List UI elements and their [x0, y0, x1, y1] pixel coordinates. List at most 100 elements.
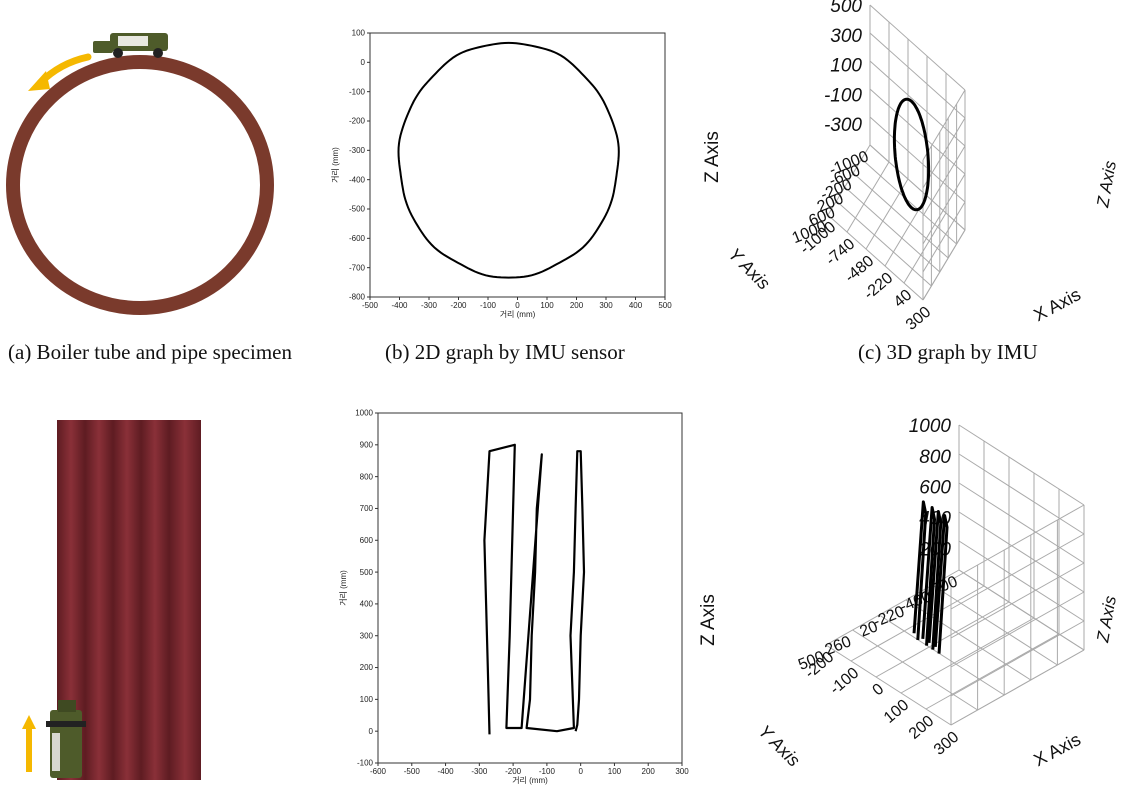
- trajectory-line: [933, 513, 949, 654]
- x-tick-label: 400: [629, 301, 643, 310]
- z-tick-label: 100: [830, 56, 862, 77]
- x-tick-label: 100: [881, 697, 912, 727]
- trajectory-line: [912, 500, 928, 641]
- floor-grid-line: [836, 200, 932, 287]
- side-wall-grid-line: [950, 562, 1085, 639]
- y-tick-label: 800: [360, 472, 374, 481]
- side-wall-grid-line: [950, 504, 1085, 581]
- y-axis-label: 거리 (mm): [339, 570, 348, 606]
- z-axis-label: Z Axis: [698, 594, 719, 646]
- caption-a: (a) Boiler tube and pipe specimen: [8, 340, 292, 364]
- inspection-robot-icon: [93, 33, 168, 58]
- floor-grid-line: [905, 599, 1032, 681]
- back-wall-grid-line: [869, 4, 966, 91]
- y-tick-label: 400: [360, 600, 374, 609]
- x-tick-label: 200: [906, 713, 937, 743]
- x-tick-label: -200: [505, 767, 522, 776]
- y-tick-label: 100: [360, 695, 374, 704]
- x-axis-label: 거리 (mm): [500, 310, 536, 319]
- tube-ring: [6, 55, 274, 315]
- x-tick-label: 100: [540, 301, 554, 310]
- floor-grid-line: [852, 629, 978, 711]
- floor-grid-line: [827, 214, 924, 301]
- z-tick-label: 1000: [909, 416, 952, 437]
- z-tick-label: -100: [824, 85, 862, 106]
- y-tick-label: -100: [349, 87, 366, 96]
- x-tick-label: -600: [370, 767, 387, 776]
- y-tick-label: 900: [360, 440, 374, 449]
- y-tick-label: 700: [360, 504, 374, 513]
- y-tick-label: -100: [357, 759, 374, 768]
- x-tick-label: -100: [480, 301, 497, 310]
- z-tick-label: 500: [830, 0, 862, 17]
- x-tick-label: -100: [827, 665, 863, 699]
- back-wall-grid-line: [869, 116, 966, 203]
- upward-arrow-icon: [22, 715, 36, 772]
- x-tick-label: 300: [931, 729, 962, 759]
- floor-grid-line: [846, 161, 890, 233]
- z-tick-label: 300: [830, 26, 862, 47]
- y-tick-label: 0: [361, 58, 366, 67]
- x-tick-label: -500: [362, 301, 379, 310]
- side-wall-grid-line: [922, 173, 966, 245]
- floor-grid-line: [852, 172, 949, 259]
- wall-tubes-illustration: [0, 415, 210, 785]
- floor-grid-line: [869, 144, 966, 231]
- y-axis-label: Y Axis: [754, 721, 804, 771]
- floor-grid-line: [932, 584, 1058, 666]
- x-tick-label: 0: [870, 681, 888, 700]
- side-wall-grid-line: [950, 591, 1085, 668]
- floor-grid-line: [861, 158, 957, 245]
- x-tick-label: -200: [450, 301, 467, 310]
- side-wall-grid-line: [922, 89, 966, 161]
- back-wall-grid-line: [958, 424, 1085, 506]
- side-wall-grid-line: [950, 620, 1085, 697]
- back-wall-grid-line: [869, 88, 966, 175]
- x-axis-label: X Axis: [1030, 284, 1084, 325]
- y-tick-label: 300: [360, 631, 374, 640]
- z-tick-label: 800: [919, 447, 951, 468]
- y-tick-label: 200: [360, 663, 374, 672]
- floor-grid-line: [875, 601, 1010, 678]
- caption-b: (b) 2D graph by IMU sensor: [385, 340, 625, 364]
- z-axis-label-right: Z Axis: [1093, 159, 1120, 210]
- side-wall-grid-line: [922, 117, 966, 189]
- x-tick-label: 100: [608, 767, 622, 776]
- x-tick-label: 200: [570, 301, 584, 310]
- x-tick-label: -100: [539, 767, 556, 776]
- back-wall-grid-line: [958, 540, 1085, 622]
- chart-top-2d: -500 -400 -300 -200 -100 0 100 200 300 400 500 100 0…: [320, 25, 680, 335]
- y-tick-label: -400: [349, 175, 366, 184]
- y-tick-label: 1000: [355, 409, 373, 418]
- y-tick-label: 20: [858, 618, 881, 640]
- trajectory-line: [483, 443, 586, 735]
- z-tick-label: -300: [824, 115, 862, 136]
- y-tick-label: -600: [349, 234, 366, 243]
- side-wall-grid-line: [922, 145, 966, 217]
- y-tick-label: -700: [349, 263, 366, 272]
- x-tick-label: -400: [391, 301, 408, 310]
- x-tick-label: 500: [658, 301, 672, 310]
- x-tick-label: -500: [404, 767, 421, 776]
- floor-grid-line: [925, 633, 1060, 710]
- x-axis-label: 거리 (mm): [512, 776, 548, 785]
- side-wall-grid-line: [922, 201, 966, 273]
- chart-top-3d: 500 300 100 -100 -300 -1000 -600 -200 200 600 1000…: [700, 0, 1120, 334]
- floor-grid-line: [900, 617, 1035, 694]
- y-tick-label: -500: [349, 205, 366, 214]
- floor-grid-line: [827, 144, 871, 216]
- floor-grid-line: [922, 229, 966, 301]
- climbing-robot-icon: [46, 700, 86, 778]
- x-tick-label: 300: [599, 301, 613, 310]
- z-axis-label-right: Z Axis: [1093, 594, 1120, 645]
- y-tick-label: -800: [349, 293, 366, 302]
- y-tick-label: -200: [349, 117, 366, 126]
- chart-bottom-3d: 1000 800 600 400 200 -700 -460 -220 20 260 500 -200…: [698, 416, 1120, 790]
- back-wall-grid-line: [869, 32, 966, 119]
- floor-grid-line: [903, 212, 947, 284]
- back-wall-grid-line: [869, 60, 966, 147]
- y-tick-label: 100: [352, 29, 366, 38]
- x-tick-label: -400: [438, 767, 455, 776]
- floor-grid-line: [878, 614, 1005, 696]
- x-tick-label: 300: [903, 304, 934, 334]
